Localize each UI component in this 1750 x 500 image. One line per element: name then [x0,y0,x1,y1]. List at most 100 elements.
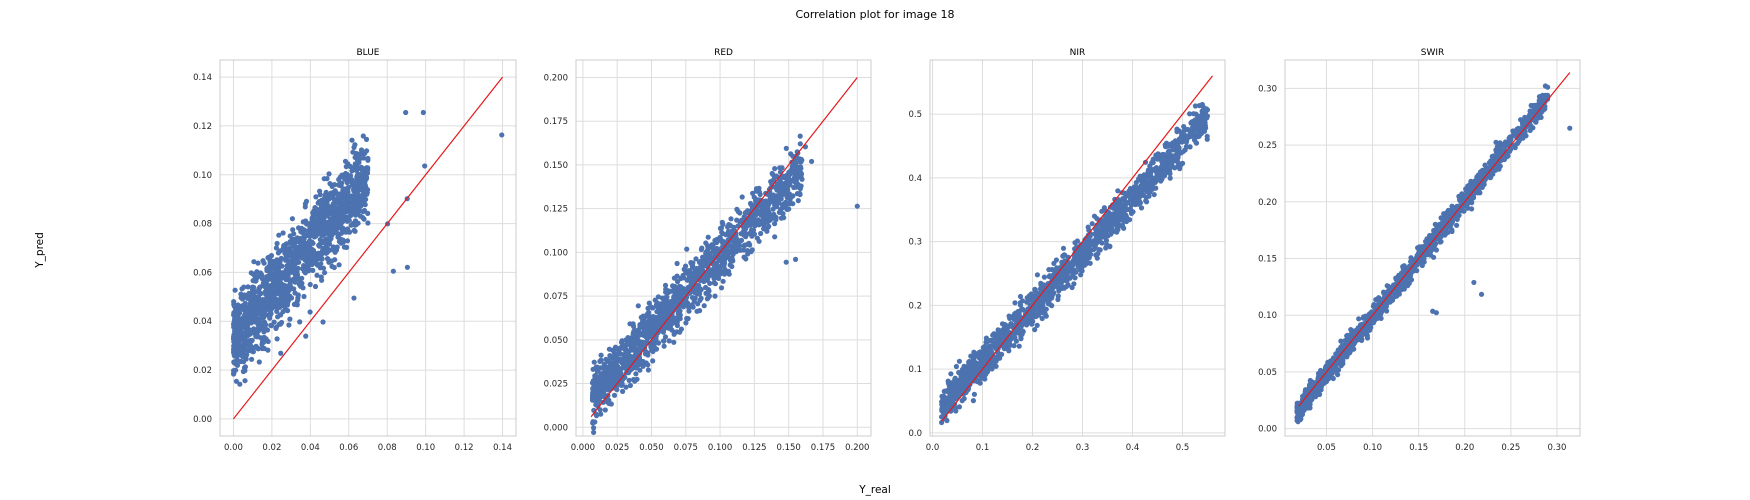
scatter-point-outlier [278,350,284,356]
scatter-point [708,270,714,277]
scatter-point [308,248,314,254]
scatter-point [620,388,626,394]
scatter-point [725,224,731,230]
scatter-point [274,308,280,314]
scatter-point [231,301,237,307]
scatter-point [1020,329,1026,335]
scatter-point [1201,113,1207,119]
scatter-point [1187,144,1193,150]
scatter-point [726,232,732,238]
scatter-point [1129,209,1135,215]
scatter-point [688,282,694,288]
panel-title: BLUE [356,48,379,58]
scatter-point [267,266,273,272]
scatter-point [681,266,687,272]
scatter-point [1200,104,1206,110]
scatter-point [1071,267,1077,273]
scatter-point [342,176,348,182]
scatter-point [695,301,701,307]
scatter-point [623,342,629,348]
scatter-point-outlier [854,203,860,209]
scatter-point [792,173,799,179]
scatter-point-outlier [351,295,357,301]
x-tick-label: 0.14 [493,443,512,453]
scatter-point [299,242,305,248]
scatter-point [620,357,626,363]
scatter-point [591,425,597,431]
scatter-point [948,371,954,377]
scatter-point [765,212,772,218]
scatter-point [599,372,605,378]
scatter-point [677,316,683,322]
scatter-point [265,347,271,353]
scatter-point [616,346,623,352]
scatter-point [301,263,307,269]
scatter-point [323,189,329,195]
scatter-point [283,254,289,260]
scatter-point [274,257,280,263]
scatter-point [319,277,325,283]
scatter-point [980,344,986,351]
scatter-point [242,315,248,321]
scatter-point [261,310,267,316]
scatter-point [983,339,989,345]
x-tick-label: 0.04 [301,443,320,453]
scatter-point [357,177,363,183]
scatter-point [361,207,368,214]
scatter-point [307,239,313,245]
scatter-point [253,278,259,284]
scatter-point [292,290,298,296]
scatter-point [989,366,995,372]
panel-title: NIR [1070,48,1086,58]
scatter-point [1137,173,1143,179]
scatter-point-outlier [422,163,428,169]
scatter-point [341,244,347,250]
scatter-point [644,331,650,337]
scatter-point [313,194,319,200]
scatter-point [995,354,1001,360]
scatter-point [1074,238,1080,244]
scatter-point [1121,190,1127,196]
scatter-point [321,198,327,204]
scatter-point [1051,260,1057,266]
scatter-point [300,253,306,259]
scatter-point [629,341,636,347]
scatter-point [1159,163,1165,170]
scatter-point [614,356,620,362]
scatter-point [705,295,711,301]
scatter-point [1133,199,1140,206]
scatter-point [297,319,303,325]
scatter-point [778,215,785,221]
scatter-point [770,215,776,221]
scatter-point-outlier [797,191,803,198]
scatter-point [1069,273,1076,279]
scatter-point [234,357,240,363]
scatter-point [302,270,308,276]
scatter-point [621,362,627,369]
scatter-point [1041,274,1047,280]
scatter-point [1020,307,1026,313]
scatter-point [627,382,634,389]
scatter-point-outlier [1078,272,1084,278]
scatter-point [1183,139,1189,145]
scatter-point [662,334,669,340]
scatter-point [298,229,304,235]
scatter-point [260,258,266,264]
scatter-point [303,198,310,204]
scatter-point [996,339,1002,345]
scatter-point [278,303,284,309]
scatter-point [960,373,967,379]
scatter-point [350,196,356,202]
scatter-point [699,270,706,276]
scatter-point [257,284,263,290]
scatter-point [993,334,999,340]
x-tick-label: 0.150 [777,443,801,453]
scatter-point [611,365,618,371]
scatter-point-outlier [403,109,409,116]
scatter-point [953,408,959,414]
scatter-point [295,276,301,282]
scatter-point [272,276,278,282]
scatter-point [955,389,962,395]
scatter-point [1167,151,1173,158]
scatter-point [598,352,604,358]
